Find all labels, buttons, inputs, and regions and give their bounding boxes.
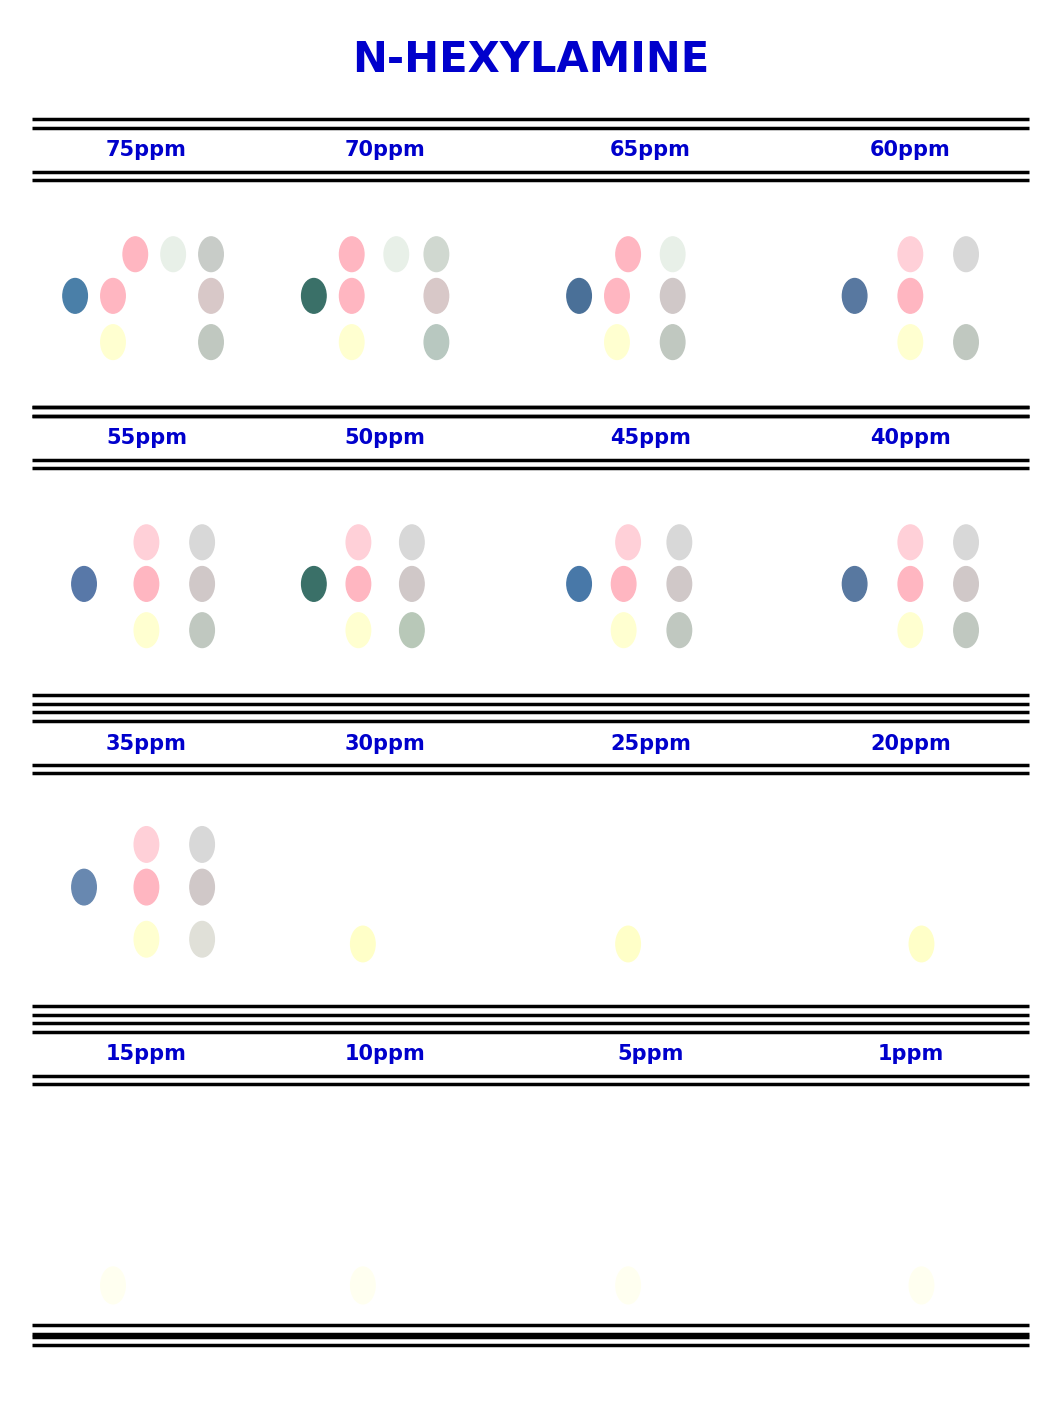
Ellipse shape [611,566,636,602]
Ellipse shape [134,525,159,559]
Ellipse shape [615,927,641,962]
Ellipse shape [190,921,214,956]
Ellipse shape [198,325,223,359]
Ellipse shape [123,237,147,271]
Text: 1ppm: 1ppm [877,1044,943,1064]
Text: N-HEXYLAMINE: N-HEXYLAMINE [352,38,709,81]
Ellipse shape [898,613,923,647]
Ellipse shape [340,237,364,271]
Ellipse shape [605,325,629,359]
Ellipse shape [72,566,97,602]
Ellipse shape [567,566,591,602]
Ellipse shape [615,1267,641,1304]
Ellipse shape [909,1267,934,1304]
Ellipse shape [350,1267,376,1304]
Text: 15ppm: 15ppm [106,1044,187,1064]
Text: 30ppm: 30ppm [345,734,425,753]
Ellipse shape [615,237,641,271]
Ellipse shape [198,278,223,314]
Ellipse shape [424,237,449,271]
Ellipse shape [198,237,223,271]
Ellipse shape [101,1267,125,1304]
Ellipse shape [424,278,449,314]
Text: 50ppm: 50ppm [345,429,425,448]
Ellipse shape [190,613,214,647]
Ellipse shape [842,278,867,314]
Ellipse shape [190,827,214,863]
Ellipse shape [424,325,449,359]
Ellipse shape [954,566,978,602]
Ellipse shape [605,278,629,314]
Ellipse shape [898,278,923,314]
Text: 10ppm: 10ppm [345,1044,425,1064]
Ellipse shape [667,613,692,647]
Ellipse shape [190,525,214,559]
Ellipse shape [63,278,87,314]
Ellipse shape [400,613,424,647]
Text: 75ppm: 75ppm [106,140,187,160]
Ellipse shape [134,921,159,956]
Ellipse shape [340,325,364,359]
Ellipse shape [615,525,641,559]
Ellipse shape [340,278,364,314]
Ellipse shape [134,827,159,863]
Ellipse shape [611,613,636,647]
Ellipse shape [954,325,978,359]
Ellipse shape [667,566,692,602]
Ellipse shape [667,525,692,559]
Ellipse shape [660,278,685,314]
Text: 5ppm: 5ppm [618,1044,683,1064]
Ellipse shape [954,613,978,647]
Ellipse shape [190,566,214,602]
Ellipse shape [898,237,923,271]
Ellipse shape [346,525,370,559]
Ellipse shape [909,927,934,962]
Ellipse shape [134,613,159,647]
Ellipse shape [898,525,923,559]
Text: 70ppm: 70ppm [345,140,425,160]
Ellipse shape [660,237,685,271]
Ellipse shape [384,237,408,271]
Ellipse shape [301,566,326,602]
Text: 65ppm: 65ppm [610,140,691,160]
Ellipse shape [898,325,923,359]
Ellipse shape [954,237,978,271]
Ellipse shape [161,237,186,271]
Text: 60ppm: 60ppm [870,140,951,160]
Ellipse shape [842,566,867,602]
Ellipse shape [301,278,326,314]
Text: 20ppm: 20ppm [870,734,951,753]
Ellipse shape [346,566,370,602]
Ellipse shape [134,870,159,905]
Ellipse shape [400,566,424,602]
Ellipse shape [101,325,125,359]
Ellipse shape [350,927,376,962]
Text: 25ppm: 25ppm [610,734,691,753]
Ellipse shape [400,525,424,559]
Ellipse shape [72,870,97,905]
Ellipse shape [101,278,125,314]
Ellipse shape [346,613,370,647]
Ellipse shape [190,870,214,905]
Ellipse shape [134,566,159,602]
Text: 35ppm: 35ppm [106,734,187,753]
Ellipse shape [567,278,591,314]
Ellipse shape [898,566,923,602]
Ellipse shape [660,325,685,359]
Ellipse shape [954,525,978,559]
Text: 45ppm: 45ppm [610,429,691,448]
Text: 40ppm: 40ppm [870,429,951,448]
Text: 55ppm: 55ppm [106,429,187,448]
